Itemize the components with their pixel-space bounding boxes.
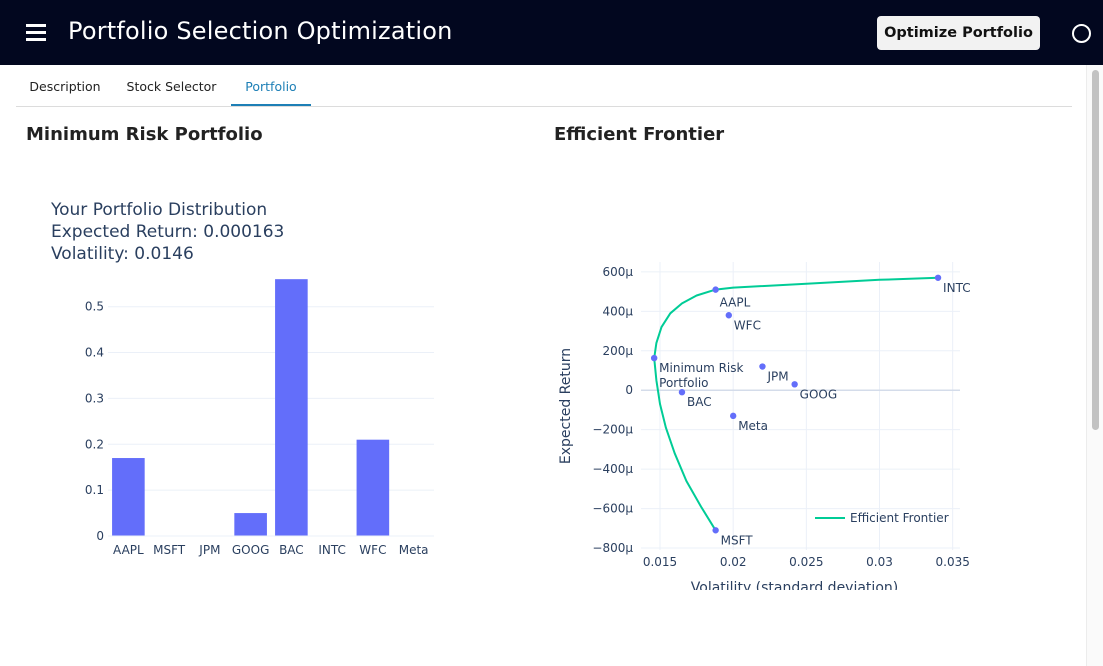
efficient-frontier-line	[653, 276, 939, 531]
x-tick-label: JPM	[198, 543, 220, 557]
y-tick-label: 0.5	[85, 300, 104, 314]
optimize-portfolio-button[interactable]: Optimize Portfolio	[877, 16, 1040, 50]
expected-return-text: Expected Return: 0.000163	[51, 222, 285, 242]
point-msft	[712, 527, 719, 534]
y-tick-label: 0.2	[85, 437, 104, 451]
tab-portfolio[interactable]: Portfolio	[231, 65, 311, 106]
x-tick-label: 0.015	[643, 555, 677, 569]
tab-description[interactable]: Description	[29, 79, 101, 94]
x-tick-label: INTC	[318, 543, 346, 557]
menu-icon[interactable]	[26, 24, 46, 41]
loading-indicator-icon	[1072, 24, 1091, 43]
x-tick-label: GOOG	[232, 543, 270, 557]
portfolio-distribution-bar-chart: 0 0.1 0.2 0.3 0.4 0.5 AAPL MSFT JPM GOOG BAC INTC WF…	[85, 279, 434, 557]
x-tick-label: 0.035	[936, 555, 970, 569]
bar-goog	[234, 513, 267, 536]
y-tick-label: −800μ	[592, 541, 633, 555]
tab-stock-selector[interactable]: Stock Selector	[126, 79, 217, 94]
x-tick-label: WFC	[359, 543, 386, 557]
y-tick-label: 0.4	[85, 346, 104, 360]
app-title: Portfolio Selection Optimization	[68, 17, 453, 45]
bar-wfc	[356, 439, 390, 536]
bar-aapl	[112, 458, 145, 536]
bar-bac	[275, 279, 308, 536]
legend-label: Efficient Frontier	[850, 511, 949, 525]
point-minimum-risk-portfolio	[650, 354, 658, 362]
point-goog	[791, 381, 798, 388]
volatility-text: Volatility: 0.0146	[51, 244, 194, 264]
y-tick-label: 0	[625, 383, 633, 397]
point-bac	[678, 388, 686, 396]
y-tick-label: 400μ	[602, 304, 633, 318]
point-label: BAC	[687, 395, 712, 409]
point-label: MSFT	[721, 533, 754, 547]
x-tick-label: MSFT	[153, 543, 186, 557]
x-tick-label: Meta	[399, 543, 429, 557]
y-tick-label: −400μ	[592, 462, 633, 476]
point-meta	[729, 412, 737, 420]
point-aapl	[712, 286, 719, 293]
efficient-frontier-title: Efficient Frontier	[554, 124, 725, 145]
point-label: INTC	[943, 281, 971, 295]
scrollbar[interactable]	[1086, 65, 1103, 666]
efficient-frontier-chart: 0.015 0.02 0.025 0.03 0.035 −800μ −600μ −400μ −2…	[558, 262, 971, 590]
point-label: JPM	[766, 370, 788, 384]
x-tick-label: 0.03	[866, 555, 893, 569]
y-tick-label: 600μ	[602, 265, 633, 279]
x-tick-label: BAC	[279, 543, 304, 557]
y-tick-label: 0	[96, 529, 104, 543]
app-header: Portfolio Selection Optimization Optimiz…	[0, 0, 1103, 65]
point-wfc	[725, 312, 732, 319]
y-tick-label: −600μ	[592, 502, 633, 516]
scrollbar-thumb[interactable]	[1092, 70, 1099, 430]
point-jpm	[759, 363, 766, 370]
x-axis-label: Volatility (standard deviation)	[691, 580, 898, 590]
x-tick-label: 0.02	[720, 555, 747, 569]
point-label: Portfolio	[659, 376, 708, 390]
minimum-risk-portfolio-title: Minimum Risk Portfolio	[26, 124, 263, 145]
x-tick-label: AAPL	[113, 543, 144, 557]
point-label: Minimum Risk	[659, 361, 743, 375]
y-tick-label: 200μ	[602, 344, 633, 358]
point-label: Meta	[738, 419, 768, 433]
tab-bar: Description Stock Selector Portfolio	[16, 65, 1072, 107]
y-tick-label: 0.3	[85, 391, 104, 405]
x-tick-label: 0.025	[789, 555, 823, 569]
y-tick-label: 0.1	[85, 483, 104, 497]
y-tick-label: −200μ	[592, 423, 633, 437]
point-intc	[934, 274, 942, 281]
distribution-title: Your Portfolio Distribution	[51, 200, 268, 220]
y-axis-label: Expected Return	[558, 348, 574, 464]
point-label: GOOG	[800, 387, 838, 401]
point-label: AAPL	[720, 296, 751, 310]
point-label: WFC	[734, 318, 761, 332]
